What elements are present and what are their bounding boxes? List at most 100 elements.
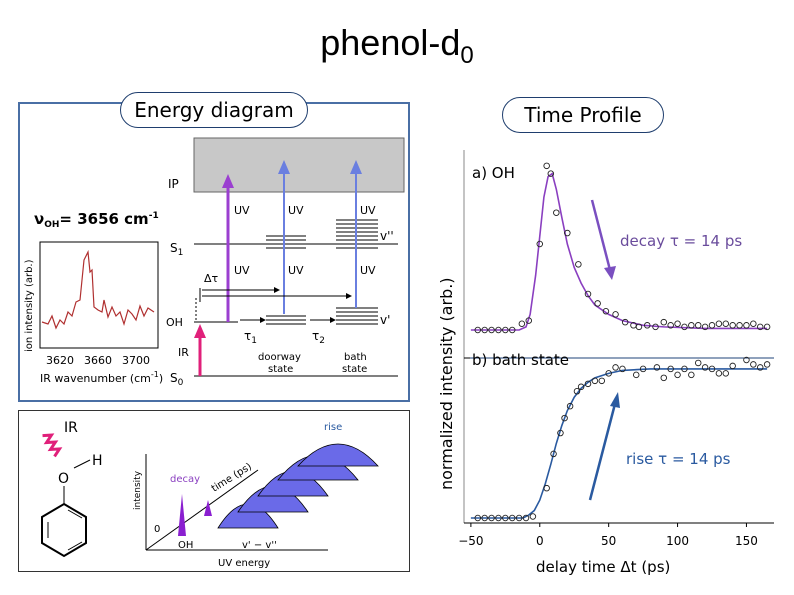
uv-arrow-oh-head (222, 174, 234, 188)
bath-data-point (619, 365, 626, 373)
oh-data-point (722, 320, 730, 327)
oh-data-point (652, 323, 659, 331)
bath-data-point (591, 377, 599, 385)
tp-oh-title: a) OH (472, 164, 515, 182)
tp-xtick-label: 100 (666, 534, 689, 548)
tp-xticks: −50 0 50 100 150 (458, 523, 758, 548)
schema-o-label: O (58, 471, 69, 487)
bath-data-point (488, 514, 495, 522)
s0-label: S0 (170, 371, 184, 388)
uv-label-1: UV (234, 204, 250, 217)
oh-data-point (518, 320, 526, 327)
schema-ir-label: IR (64, 420, 78, 436)
tp-decay-arrow-head (604, 266, 616, 280)
bath-data-point (743, 356, 750, 364)
oh-bond (73, 459, 91, 469)
oh-data-point (708, 322, 716, 329)
bath-data-point (566, 402, 574, 410)
uv-label-5: UV (288, 264, 304, 277)
oh-peak-1 (178, 494, 186, 536)
oh-data-point (612, 311, 619, 318)
bath-data-point (474, 514, 482, 522)
bath-data-point (481, 514, 488, 522)
bath-data-point (729, 362, 736, 370)
v1-label: v' (380, 313, 390, 327)
bath-data-point (508, 514, 516, 522)
oh-data-point (502, 326, 509, 334)
bath-data-point (715, 370, 723, 377)
oh-data-point (635, 323, 643, 331)
oh-data-point (543, 162, 550, 170)
uv-arrow-doorway-head (278, 160, 290, 174)
oh-data-point (584, 290, 592, 298)
ir-spectrum-ylabel: ion intensity (arb.) (24, 259, 35, 352)
dt-arrow-2-head (346, 293, 352, 299)
bath-data-point (598, 377, 606, 385)
oh-data-point (681, 323, 688, 331)
bath-data-point (522, 514, 530, 522)
oh-data-point (736, 322, 743, 329)
bath-data-point (694, 359, 702, 367)
tp-xtick-label: 0 (536, 534, 544, 548)
bath-data-point (612, 364, 619, 371)
ir-xtick-2: 3660 (84, 354, 112, 367)
ir-arrow-head (194, 324, 206, 338)
bath-data-point (495, 514, 502, 522)
oh-data-point (536, 240, 544, 248)
bath-data-point (502, 514, 509, 522)
oh-data-point (547, 170, 555, 177)
oh-series (470, 162, 771, 334)
bath-data-point (681, 365, 688, 373)
bath-levels-lower (336, 307, 378, 325)
tp-xtick-label: 150 (735, 534, 758, 548)
oh-data-point (621, 318, 629, 326)
oh-peak-2 (204, 500, 212, 516)
bath-humps (217, 443, 379, 529)
bath-data-point (529, 513, 537, 520)
schema-rise-label: rise (324, 422, 342, 433)
tp-ylabel: normalized intensity (arb.) (437, 277, 456, 490)
ir-spectrum-trace (41, 249, 155, 330)
oh-data-point (488, 326, 495, 334)
bath-data-point (722, 370, 730, 377)
oh-data-point (694, 322, 702, 329)
tp-bath-annotation: rise τ = 14 ps (626, 450, 731, 468)
energy-diagram-label: Energy diagram (120, 92, 308, 128)
dt-arrow-1-head (274, 287, 280, 293)
bath-series (470, 356, 771, 522)
oh-data-point (660, 318, 668, 326)
oh-data-point (594, 300, 601, 307)
time-profile-label: Time Profile (502, 97, 664, 133)
schema-vdiff-label: v' − v'' (242, 540, 277, 551)
tp-rise-arrow (588, 399, 618, 501)
schema-intensity-label: intensity (133, 470, 143, 510)
ring-double-3 (67, 541, 83, 551)
schema-panel (18, 410, 410, 572)
bath-data-point (763, 361, 771, 368)
ir-wave-icon (42, 433, 63, 458)
bath-data-point (557, 429, 564, 437)
schema-h-label: H (92, 453, 103, 469)
nu-oh-label: νOH= 3656 cm-1 (34, 210, 159, 230)
oh-data-point (715, 320, 723, 327)
uv-label-6: UV (360, 264, 376, 277)
tp-bath-title: b) bath state (472, 351, 569, 369)
tp-xlabel: delay time Δt (ps) (536, 558, 670, 576)
bath-data-point (543, 484, 550, 492)
bath-data-point (660, 374, 668, 382)
delta-tau-label: Δτ (204, 272, 219, 285)
bath-data-point (584, 380, 592, 388)
oh-data-point (756, 323, 764, 331)
bath-data-point (708, 365, 716, 373)
doorway-label-2: state (268, 364, 293, 375)
bath-data-point (515, 514, 523, 522)
uv-label-2: UV (288, 204, 304, 217)
bath-data-point (688, 371, 695, 379)
tau1-arrow-head (260, 317, 266, 323)
bath-data-point (750, 361, 757, 368)
bath-data-point (573, 388, 581, 395)
bath-fit-line (470, 368, 768, 519)
page-title: phenol-d0 (320, 22, 474, 70)
oh-data-point (688, 322, 695, 329)
tp-xtick-label: −50 (458, 534, 483, 548)
